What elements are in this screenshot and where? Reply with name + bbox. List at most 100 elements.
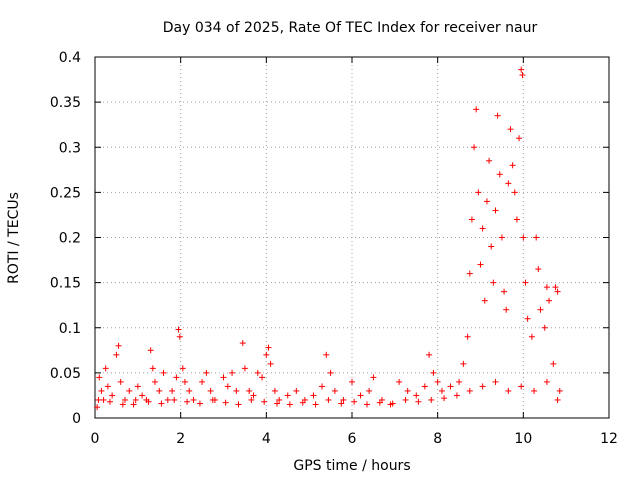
data-point <box>325 396 332 403</box>
data-point <box>160 369 167 376</box>
data-point <box>509 162 516 169</box>
data-point <box>543 284 550 291</box>
data-point <box>415 398 422 405</box>
data-point <box>552 284 559 291</box>
x-tick-label: 10 <box>514 431 532 447</box>
data-point <box>254 369 261 376</box>
data-point <box>488 243 495 250</box>
data-point <box>537 306 544 313</box>
data-point <box>175 326 182 333</box>
data-point <box>126 387 133 394</box>
x-tick-label: 4 <box>262 431 271 447</box>
data-point <box>518 66 525 73</box>
x-axis-label: GPS time / hours <box>293 458 410 474</box>
data-point <box>248 396 255 403</box>
data-point <box>513 216 520 223</box>
data-point <box>507 126 514 133</box>
data-point <box>477 261 484 268</box>
data-point <box>490 279 497 286</box>
data-point <box>151 378 158 385</box>
data-point <box>340 396 347 403</box>
data-point <box>203 369 210 376</box>
data-point <box>132 396 139 403</box>
data-point <box>220 374 227 381</box>
data-point <box>519 72 526 79</box>
data-point <box>404 387 411 394</box>
data-point <box>518 383 525 390</box>
y-tick-label: 0.25 <box>50 185 81 201</box>
data-point <box>96 374 103 381</box>
data-point <box>134 383 141 390</box>
data-point <box>438 387 445 394</box>
data-point <box>259 374 266 381</box>
data-point <box>186 387 193 394</box>
data-point <box>524 315 531 322</box>
data-point <box>505 387 512 394</box>
data-point <box>464 333 471 340</box>
y-tick-label: 0.35 <box>50 95 81 111</box>
x-tick-label: 0 <box>91 431 100 447</box>
data-point <box>533 234 540 241</box>
data-point <box>102 365 109 372</box>
data-point <box>505 180 512 187</box>
data-point <box>430 369 437 376</box>
y-tick-label: 0.1 <box>59 321 81 337</box>
data-point <box>121 396 128 403</box>
data-point <box>494 112 501 119</box>
grid-lines <box>95 57 609 418</box>
data-point <box>331 387 338 394</box>
data-point <box>164 396 171 403</box>
data-point <box>556 387 563 394</box>
data-points <box>94 66 563 411</box>
axis-ticks: 0 2 4 6 8 10 12 0 0.05 0.1 0.15 0.2 0.25 0.3 0.35 0.4 <box>50 50 618 447</box>
data-point <box>479 225 486 232</box>
data-point <box>179 365 186 372</box>
data-point <box>196 400 203 407</box>
data-point <box>98 387 105 394</box>
data-point <box>310 392 317 399</box>
x-tick-label: 2 <box>176 431 185 447</box>
y-tick-label: 0.15 <box>50 276 81 292</box>
y-tick-label: 0.05 <box>50 366 81 382</box>
data-point <box>520 234 527 241</box>
data-point <box>546 297 553 304</box>
data-point <box>263 351 270 358</box>
data-point <box>441 395 448 402</box>
data-point <box>541 324 548 331</box>
data-point <box>550 360 557 367</box>
data-point <box>173 374 180 381</box>
data-point <box>199 378 206 385</box>
data-point <box>471 144 478 151</box>
data-point <box>492 207 499 214</box>
data-point <box>241 365 248 372</box>
data-point <box>357 392 364 399</box>
data-point <box>426 351 433 358</box>
data-point <box>286 401 293 408</box>
data-point <box>543 378 550 385</box>
data-point <box>460 360 467 367</box>
data-point <box>229 369 236 376</box>
data-point <box>351 398 358 405</box>
data-point <box>224 383 231 390</box>
data-point <box>271 387 278 394</box>
y-axis-label: ROTI / TECUs <box>6 192 22 284</box>
data-point <box>190 396 197 403</box>
data-point <box>483 198 490 205</box>
x-tick-label: 12 <box>600 431 618 447</box>
data-point <box>554 396 561 403</box>
data-point <box>466 387 473 394</box>
data-point <box>447 383 454 390</box>
data-point <box>468 216 475 223</box>
data-point <box>158 400 165 407</box>
data-point <box>466 270 473 277</box>
data-point <box>274 400 281 407</box>
data-point <box>312 401 319 408</box>
data-point <box>475 189 482 196</box>
y-tick-label: 0.4 <box>59 50 81 66</box>
data-point <box>139 392 146 399</box>
data-point <box>184 398 191 405</box>
data-point <box>233 387 240 394</box>
data-point <box>276 396 283 403</box>
data-point <box>106 398 113 405</box>
